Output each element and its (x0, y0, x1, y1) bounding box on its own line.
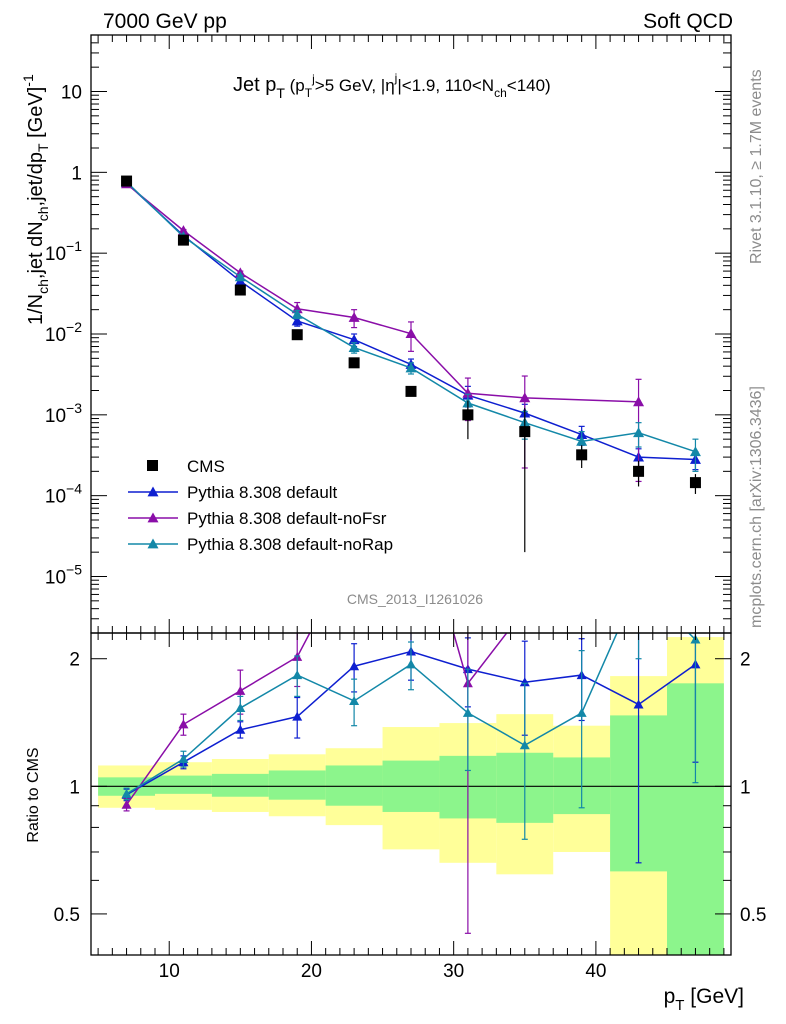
data-point (291, 308, 303, 319)
header-process-label: Soft QCD (643, 10, 733, 33)
data-point (519, 392, 531, 403)
legend-marker (147, 512, 159, 523)
legend-label: Pythia 8.308 default (187, 483, 338, 502)
plot-title: Jet pT (pTj>5 GeV, |ηj|<1.9, 110<Nch<140… (233, 71, 551, 101)
legend-label: Pythia 8.308 default-noFsr (187, 509, 387, 528)
data-point (177, 234, 189, 246)
legend-marker (147, 486, 159, 497)
data-point (348, 334, 360, 345)
ratio-point (633, 699, 644, 709)
ratio-y-tick-label-right: 2 (740, 650, 751, 671)
series-main-3 (121, 176, 701, 472)
data-point (576, 435, 588, 446)
x-tick-label: 30 (443, 961, 464, 982)
y-tick-label: 10 (61, 83, 82, 104)
x-tick-label: 40 (585, 961, 606, 982)
band-inner-bin (268, 770, 326, 800)
legend-marker (147, 538, 159, 549)
x-axis-label: pT [GeV] (664, 985, 744, 1014)
ratio-point (292, 711, 303, 721)
y-tick-label: 10−2 (45, 319, 82, 346)
legend-entry: Pythia 8.308 default (128, 483, 338, 502)
y-axis-label-main: 1/Nch,jet dNch,jet/dpT [GeV]-1 (20, 74, 51, 325)
data-point (405, 328, 417, 339)
data-point (177, 225, 189, 236)
data-point (689, 446, 701, 457)
ratio-point (178, 754, 189, 764)
ratio-point (576, 707, 587, 717)
x-tick-label: 10 (159, 961, 180, 982)
mcplots-source-label: mcplots.cern.ch [arXiv:1306.3436] (748, 386, 765, 628)
x-tick-label: 20 (301, 961, 322, 982)
ratio-point (634, 579, 644, 588)
rivet-version-label: Rivet 3.1.10, ≥ 1.7M events (748, 69, 765, 264)
legend-entry: Pythia 8.308 default-noFsr (128, 509, 387, 528)
ratio-point (235, 724, 246, 734)
header-energy-label: 7000 GeV pp (103, 10, 227, 33)
series-line (126, 183, 639, 403)
data-point (576, 449, 588, 461)
data-point (405, 362, 417, 373)
data-point (633, 396, 645, 407)
ratio-point (121, 799, 132, 809)
ratio-point (406, 479, 416, 488)
ratio-point (235, 703, 246, 713)
ratio-point (462, 707, 473, 717)
series-main-cms (121, 175, 701, 553)
data-point (462, 409, 474, 421)
data-point (689, 477, 701, 489)
ratio-y-tick-label-right: 0.5 (740, 905, 766, 926)
y-tick-label: 10−1 (45, 238, 82, 265)
legend-entry: Pythia 8.308 default-noRap (128, 535, 393, 554)
legend: CMS Pythia 8.308 default Pythia 8.308 defa… (128, 457, 393, 554)
data-point (348, 312, 360, 322)
data-point (519, 426, 531, 438)
legend-entry: CMS (147, 457, 225, 476)
band-inner-bin (325, 765, 383, 806)
ratio-point (406, 659, 416, 669)
ratio-point (519, 740, 530, 750)
band-inner-bin (211, 773, 269, 797)
data-point (462, 387, 474, 398)
data-point (633, 465, 645, 477)
series-line (126, 181, 696, 453)
legend-label: CMS (187, 457, 225, 476)
ratio-y-tick-label: 0.5 (54, 905, 80, 926)
y-tick-label: 10−4 (45, 481, 82, 508)
data-point (405, 385, 417, 397)
band-inner-bin (155, 775, 212, 794)
ratio-point (520, 605, 530, 614)
series-ratio-3 (121, 579, 701, 840)
ratio-point (235, 685, 246, 695)
series-line (126, 182, 696, 461)
legend-marker (147, 460, 158, 471)
data-point (234, 271, 246, 282)
legend-label: Pythia 8.308 default-noRap (187, 535, 393, 554)
analysis-watermark: CMS_2013_I1261026 (347, 591, 483, 607)
ratio-point (349, 695, 360, 705)
ratio-y-tick-label-right: 1 (740, 777, 751, 798)
ratio-point (292, 670, 303, 680)
data-point (633, 427, 645, 438)
ratio-point (178, 719, 189, 729)
data-point (291, 315, 303, 326)
ratio-y-tick-label: 2 (69, 650, 80, 671)
y-tick-label: 1 (71, 163, 82, 184)
y-tick-label: 10−5 (45, 561, 82, 588)
ratio-point (519, 677, 530, 687)
data-point (291, 329, 303, 341)
ratio-point (121, 788, 132, 798)
ratio-line (125, 633, 508, 806)
data-point (234, 284, 246, 296)
ratio-plot-panel: 0.5 0.5 1 1 2 2 (54, 479, 766, 956)
data-point (121, 175, 133, 187)
data-point (348, 342, 360, 352)
ratio-y-tick-label: 1 (69, 777, 80, 798)
y-tick-label: 10−3 (45, 400, 82, 427)
data-point (348, 357, 360, 369)
ratio-point (349, 661, 360, 671)
y-axis-label-ratio: Ratio to CMS (25, 747, 42, 842)
